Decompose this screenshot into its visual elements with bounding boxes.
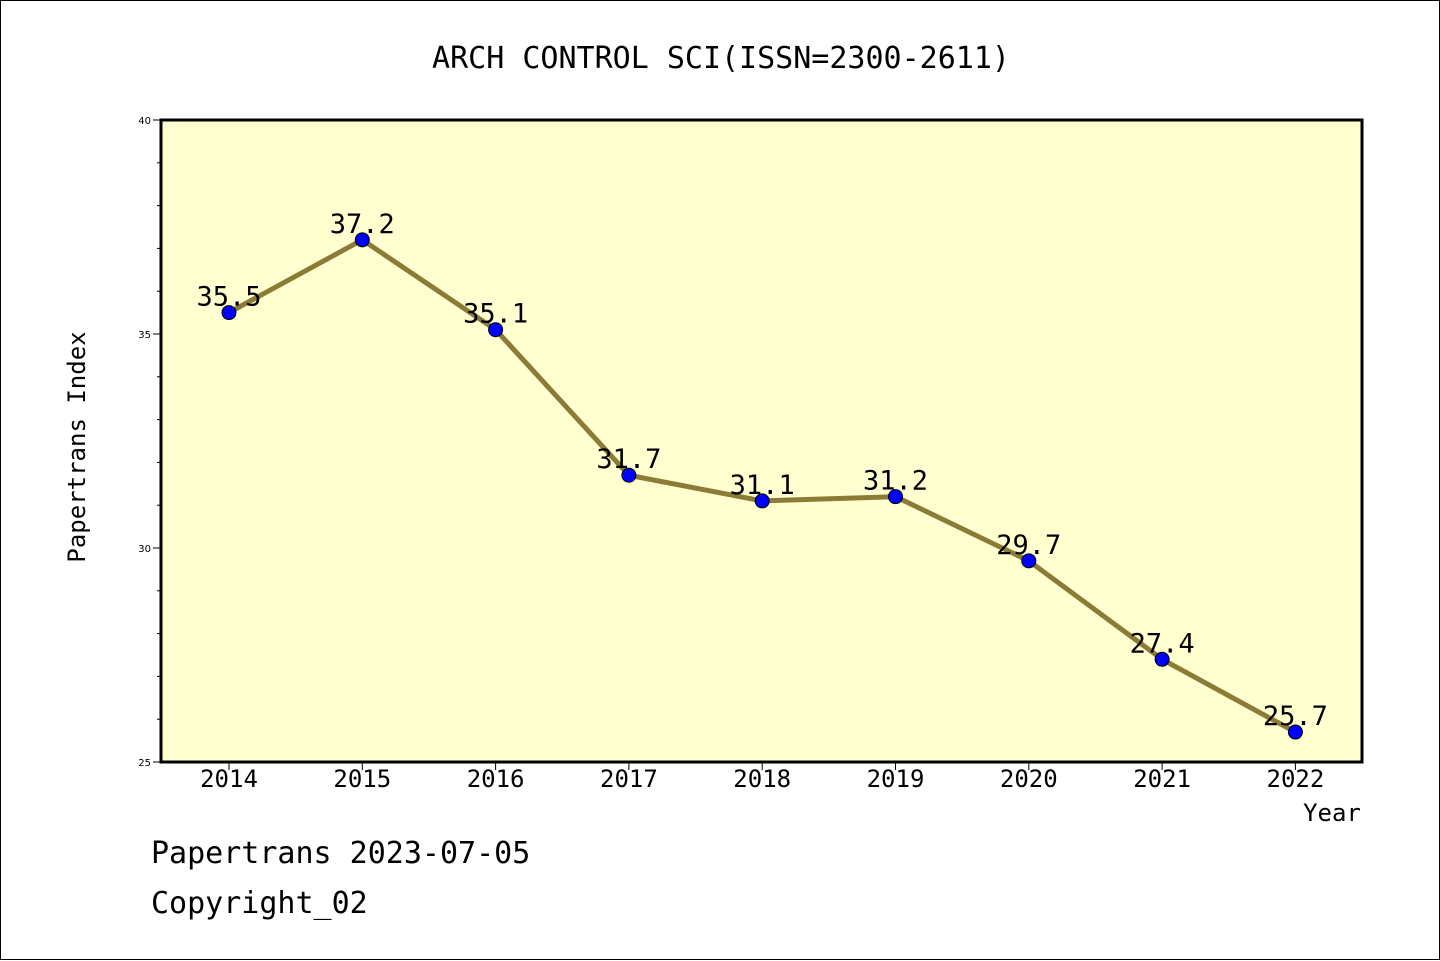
x-tick-label: 2022 [1267,765,1325,793]
data-point [754,493,770,509]
x-tick-label: 2021 [1133,765,1191,793]
data-label: 31.7 [596,444,661,475]
x-tick-label: 2014 [200,765,258,793]
chart-title: ARCH CONTROL SCI(ISSN=2300-2611) [432,41,1010,76]
footer-date: Papertrans 2023-07-05 [151,836,531,871]
data-label: 27.4 [1130,628,1195,659]
data-label: 31.1 [730,470,795,501]
data-point [1287,724,1303,740]
x-tick-label: 2017 [600,765,658,793]
y-axis-label: Papertrans Index [63,331,91,562]
x-tick-label: 2016 [467,765,525,793]
data-point [621,467,637,483]
x-axis: 2014 2015 2016 2017 2018 2019 2020 2021 2022 [200,762,1324,793]
series-group: 35.5 37.2 35.1 31.7 31.1 31.2 29.7 27.4 25.7 [196,209,1328,740]
y-tick-label: 25 [138,758,151,769]
data-label: 25.7 [1263,701,1328,732]
data-point [354,232,370,248]
data-label: 31.2 [863,466,928,497]
x-axis-label: Year [1303,799,1361,827]
data-point [221,305,237,321]
y-tick-label: 30 [138,544,151,555]
y-axis: 25 30 35 40 [138,116,161,769]
data-point [1154,651,1170,667]
x-tick-label: 2019 [867,765,925,793]
y-tick-label: 40 [138,116,151,127]
data-label: 29.7 [996,530,1061,561]
data-point [488,322,504,338]
data-point [888,489,903,505]
x-tick-label: 2020 [1000,765,1058,793]
data-label: 37.2 [330,209,395,240]
x-tick-label: 2018 [733,765,791,793]
y-tick-label: 35 [138,330,151,341]
data-label: 35.5 [196,282,261,313]
data-point [1021,553,1037,569]
footer-copyright: Copyright_02 [151,886,368,921]
data-label: 35.1 [463,299,528,330]
x-tick-label: 2015 [333,765,391,793]
